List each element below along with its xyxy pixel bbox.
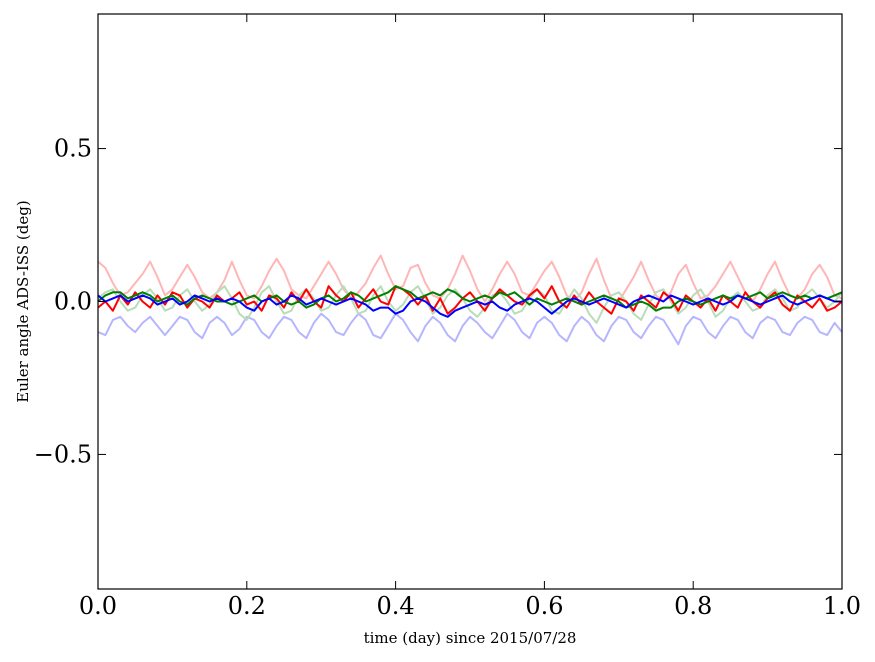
x-tick-label: 1.0 [823, 592, 861, 620]
series-line-1 [97, 254, 843, 303]
series-line-3 [97, 285, 843, 324]
y-axis-label: Euler angle ADS-ISS (deg) [14, 200, 32, 402]
x-tick-label: 0.2 [228, 592, 266, 620]
x-axis-label: time (day) since 2015/07/28 [364, 629, 577, 647]
x-tick-label: 0.4 [377, 592, 415, 620]
ticks-layer: 0.0 0.2 0.4 0.6 0.8 1.0 −0.5 0.0 0.5 [34, 14, 861, 620]
y-tick-label: −0.5 [34, 440, 92, 468]
x-tick-label: 0.8 [674, 592, 712, 620]
y-tick-label: 0.5 [54, 135, 92, 163]
series-line-2 [97, 312, 843, 346]
y-tick-label: 0.0 [54, 288, 92, 316]
plot-frame [97, 13, 843, 590]
series-line-6 [97, 294, 842, 318]
x-tick-label: 0.6 [525, 592, 563, 620]
x-tick-label: 0.0 [79, 592, 117, 620]
series-layer [97, 254, 843, 346]
